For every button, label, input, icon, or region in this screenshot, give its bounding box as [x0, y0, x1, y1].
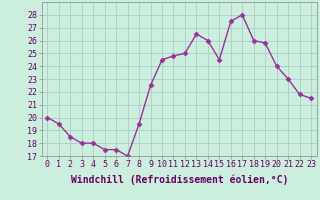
- X-axis label: Windchill (Refroidissement éolien,°C): Windchill (Refroidissement éolien,°C): [70, 175, 288, 185]
